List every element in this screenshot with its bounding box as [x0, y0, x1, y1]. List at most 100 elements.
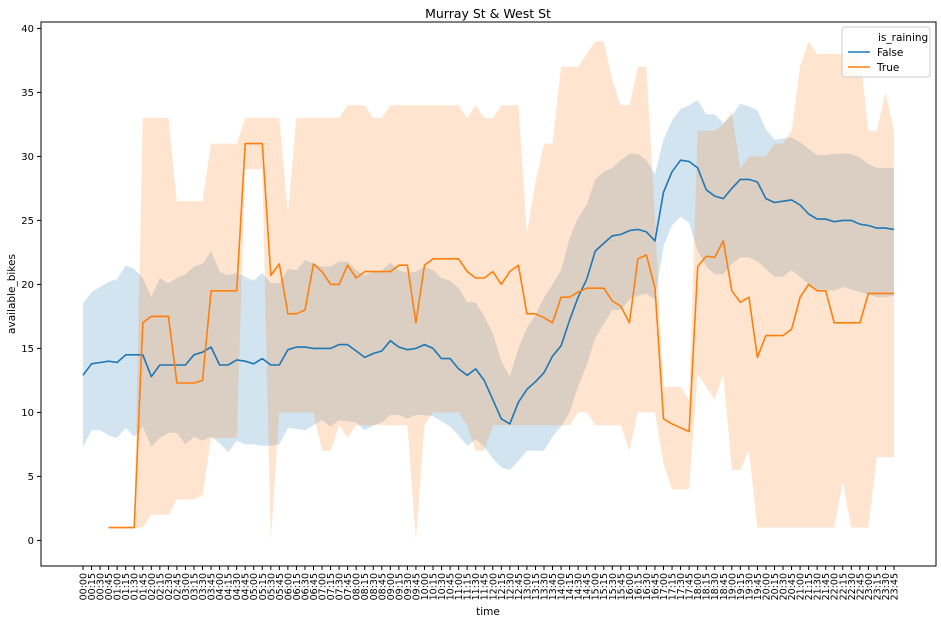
x-tick-label: 19:30 — [744, 573, 755, 600]
x-tick-label: 15:45 — [616, 573, 627, 600]
x-tick-label: 01:30 — [130, 573, 141, 600]
x-tick-label: 01:45 — [138, 573, 149, 600]
x-tick-label: 17:15 — [668, 573, 679, 600]
x-tick-label: 08:15 — [360, 573, 371, 600]
x-tick-label: 12:30 — [505, 573, 516, 600]
x-tick-label: 01:15 — [121, 573, 132, 600]
x-tick-label: 18:30 — [710, 573, 721, 600]
x-tick-label: 10:30 — [437, 573, 448, 600]
x-tick-label: 15:00 — [591, 573, 602, 600]
x-tick-label: 12:15 — [497, 573, 508, 600]
x-tick-label: 22:30 — [847, 573, 858, 600]
x-tick-label: 09:30 — [403, 573, 414, 600]
y-tick-label: 20 — [21, 280, 34, 291]
x-tick-label: 23:30 — [881, 573, 892, 600]
legend-label-true: True — [876, 62, 899, 74]
y-tick-label: 0 — [28, 536, 34, 547]
legend-title: is_raining — [878, 32, 928, 44]
legend-box — [841, 26, 931, 78]
y-axis: 0 5 10 15 20 25 30 35 40 — [21, 24, 41, 547]
x-tick-label: 04:15 — [224, 573, 235, 600]
y-tick-label: 40 — [21, 24, 34, 35]
x-tick-label: 20:15 — [770, 573, 781, 600]
ci-band-false — [83, 100, 894, 470]
x-tick-label: 20:45 — [787, 573, 798, 600]
x-tick-label: 20:30 — [779, 573, 790, 600]
x-tick-label: 09:15 — [394, 573, 405, 600]
y-tick-label: 5 — [28, 472, 34, 483]
x-tick-label: 18:15 — [702, 573, 713, 600]
y-tick-label: 30 — [21, 152, 34, 163]
x-tick-label: 03:30 — [198, 573, 209, 600]
x-tick-label: 11:30 — [471, 573, 482, 600]
x-tick-label: 22:15 — [838, 573, 849, 600]
x-tick-label: 06:30 — [301, 573, 312, 600]
x-tick-label: 05:30 — [266, 573, 277, 600]
x-tick-label: 00:15 — [87, 573, 98, 600]
x-tick-label: 10:00 — [420, 573, 431, 600]
x-tick-label: 04:30 — [232, 573, 243, 600]
x-tick-label: 13:45 — [548, 573, 559, 600]
x-tick-label: 11:15 — [463, 573, 474, 600]
x-tick-label: 14:00 — [557, 573, 568, 600]
x-tick-label: 01:00 — [113, 573, 124, 600]
x-tick-label: 23:45 — [890, 573, 901, 600]
x-tick-label: 21:45 — [821, 573, 832, 600]
x-tick-label: 00:45 — [104, 573, 115, 600]
x-tick-label: 06:45 — [309, 573, 320, 600]
x-tick-label: 02:45 — [172, 573, 183, 600]
x-tick-label: 06:00 — [283, 573, 294, 600]
x-tick-label: 14:45 — [582, 573, 593, 600]
x-tick-label: 16:00 — [625, 573, 636, 600]
x-tick-label: 14:15 — [565, 573, 576, 600]
legend-label-false: False — [877, 47, 903, 59]
x-tick-label: 22:45 — [855, 573, 866, 600]
x-tick-label: 03:00 — [181, 573, 192, 600]
x-axis: 00:0000:1500:3000:4501:0001:1501:3001:45… — [79, 566, 901, 600]
x-tick-label: 09:00 — [386, 573, 397, 600]
x-tick-label: 19:00 — [727, 573, 738, 600]
x-tick-label: 18:45 — [719, 573, 730, 600]
x-tick-label: 14:30 — [574, 573, 585, 600]
x-tick-label: 16:30 — [642, 573, 653, 600]
x-tick-label: 00:00 — [79, 573, 90, 600]
x-tick-label: 02:30 — [164, 573, 175, 600]
x-tick-label: 04:45 — [241, 573, 252, 600]
x-tick-label: 07:15 — [326, 573, 337, 600]
chart-title: Murray St & West St — [425, 6, 551, 21]
x-tick-label: 18:00 — [693, 573, 704, 600]
x-tick-label: 21:00 — [796, 573, 807, 600]
x-tick-label: 03:45 — [207, 573, 218, 600]
x-tick-label: 19:15 — [736, 573, 747, 600]
confidence-bands — [83, 41, 895, 541]
plot-frame — [40, 21, 937, 567]
x-tick-label: 11:45 — [480, 573, 491, 600]
x-tick-label: 12:00 — [488, 573, 499, 600]
x-tick-label: 05:45 — [275, 573, 286, 600]
x-tick-label: 23:00 — [864, 573, 875, 600]
x-tick-label: 15:15 — [599, 573, 610, 600]
x-tick-label: 11:00 — [454, 573, 465, 600]
x-tick-label: 07:45 — [343, 573, 354, 600]
x-tick-label: 21:30 — [813, 573, 824, 600]
x-tick-label: 22:00 — [830, 573, 841, 600]
series-line-true — [108, 142, 894, 529]
x-tick-label: 08:00 — [352, 573, 363, 600]
x-tick-label: 15:30 — [608, 573, 619, 600]
x-tick-label: 17:30 — [676, 573, 687, 600]
y-tick-label: 25 — [21, 216, 34, 227]
x-tick-label: 17:00 — [659, 573, 670, 600]
x-tick-label: 08:45 — [377, 573, 388, 600]
x-tick-label: 13:30 — [540, 573, 551, 600]
legend: is_raining False True — [841, 26, 931, 78]
x-tick-label: 02:00 — [147, 573, 158, 600]
x-tick-label: 07:00 — [318, 573, 329, 600]
x-tick-label: 03:15 — [190, 573, 201, 600]
x-tick-label: 12:45 — [514, 573, 525, 600]
x-tick-label: 19:45 — [753, 573, 764, 600]
x-tick-label: 10:15 — [429, 573, 440, 600]
ci-band-true — [108, 41, 895, 541]
x-tick-label: 20:00 — [761, 573, 772, 600]
x-tick-label: 06:15 — [292, 573, 303, 600]
